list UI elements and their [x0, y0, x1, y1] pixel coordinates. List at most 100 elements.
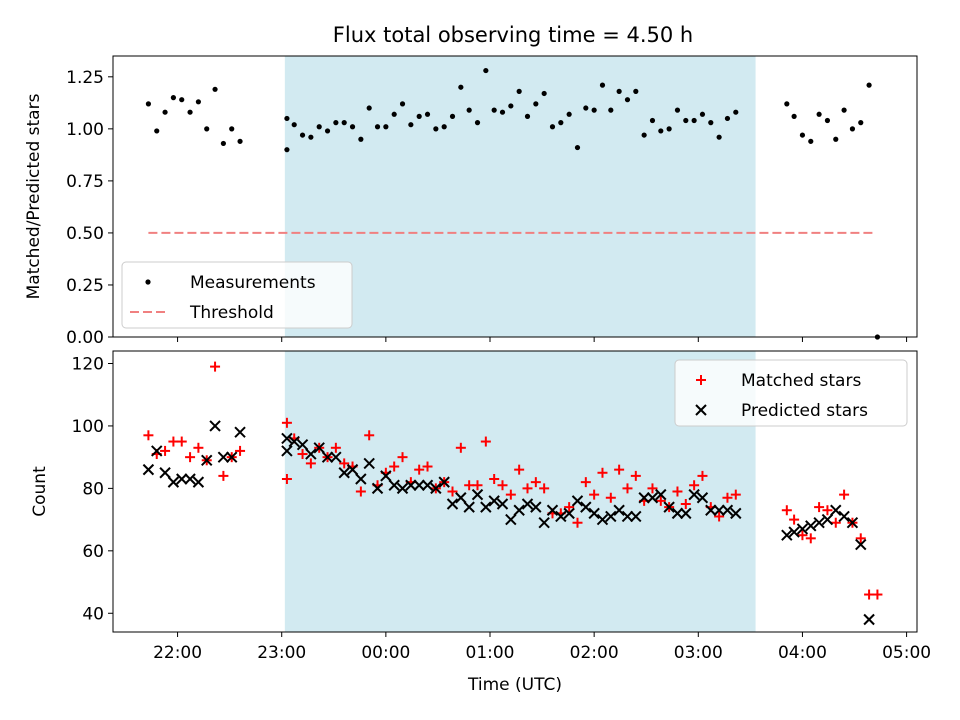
- x-b: [463, 501, 475, 513]
- matched-star-point: [218, 470, 229, 481]
- matched-star-point: [235, 445, 246, 456]
- x-b: [505, 513, 517, 526]
- bottom-axes-frame: [112, 350, 918, 633]
- predicted-star-point: [192, 476, 205, 488]
- measurement-point: [316, 124, 322, 130]
- x-b: [288, 435, 300, 448]
- matched-star-point: [497, 480, 508, 491]
- matched-star-point: [143, 430, 154, 441]
- measurement-point: [424, 111, 431, 117]
- predicted-star-point: [788, 526, 800, 538]
- measurement-point: [212, 86, 218, 92]
- x-b: [363, 457, 375, 470]
- predicted-star-point: [555, 510, 567, 523]
- predicted-star-point: [209, 420, 221, 432]
- matched-star-point: [210, 361, 221, 372]
- x-b: [438, 476, 450, 488]
- x-b: [201, 454, 213, 466]
- x-b: [281, 445, 293, 457]
- measurement-point: [733, 109, 739, 115]
- x-b: [305, 448, 317, 460]
- x-b: [846, 517, 859, 529]
- x-b: [167, 476, 180, 488]
- measurement-point: [458, 84, 464, 90]
- figure-title: Flux total observing time = 4.50 h: [333, 23, 693, 47]
- measurement-point: [333, 120, 339, 126]
- measurement-point: [179, 97, 185, 103]
- predicted-star-point: [505, 513, 517, 526]
- x-b: [159, 467, 171, 479]
- predicted-star-point: [530, 501, 542, 513]
- top-observing-span: [284, 56, 756, 337]
- matched-star-point: [605, 492, 616, 503]
- matched-star-point: [455, 442, 466, 453]
- matched-star-point: [689, 480, 700, 491]
- predicted-star-point: [330, 451, 342, 463]
- measurement-point: [849, 126, 856, 132]
- measurement-point: [524, 113, 531, 119]
- matched-star-point: [472, 480, 483, 491]
- top-legend: Measurements Threshold: [121, 261, 353, 329]
- matched-star-point: [697, 470, 708, 481]
- predicted-star-point: [438, 476, 450, 488]
- predicted-star-point: [496, 498, 509, 510]
- x-b: [371, 482, 384, 495]
- measurement-point: [508, 103, 514, 109]
- matched-star-point: [539, 483, 550, 494]
- top-ytick-label: 0.25: [66, 276, 104, 296]
- bottom-ytick-label: 100: [72, 417, 104, 437]
- measurement-point: [624, 97, 631, 103]
- x-b: [621, 510, 634, 523]
- x-b: [413, 479, 425, 491]
- measurement-point: [358, 136, 364, 142]
- measurement-point: [583, 105, 589, 111]
- bottom-legend: Matched stars Predicted stars: [674, 359, 908, 427]
- predicted-star-point: [588, 507, 600, 520]
- predicted-star-point: [151, 445, 163, 457]
- bottom-ytick-label: 60: [82, 542, 104, 562]
- x-b: [176, 473, 188, 485]
- x-b: [192, 476, 205, 488]
- predicted-star-point: [480, 501, 492, 513]
- predicted-star-point: [805, 520, 817, 532]
- x-b: [355, 473, 367, 485]
- measurement-point: [683, 117, 689, 124]
- predicted-star-point: [201, 454, 213, 466]
- predicted-star-point: [405, 479, 417, 491]
- x-b: [142, 463, 155, 476]
- predicted-star-point: [630, 510, 642, 523]
- x-b: [613, 504, 625, 516]
- matched-star-point: [839, 489, 850, 500]
- x-b: [855, 538, 867, 551]
- x-b: [630, 510, 642, 523]
- x-b: [396, 482, 409, 495]
- measurement-point: [433, 126, 439, 132]
- predicted-star-point: [680, 507, 692, 520]
- predicted-star-point: [226, 451, 238, 463]
- measurement-point: [599, 82, 606, 88]
- x-b: [234, 426, 246, 438]
- x-b: [513, 504, 525, 516]
- xtick-label: 23:00: [257, 643, 306, 663]
- predicted-star-point: [646, 492, 659, 504]
- matched-star-point: [422, 461, 433, 472]
- predicted-star-point: [488, 495, 500, 507]
- x-b: [480, 501, 492, 513]
- predicted-star-point: [580, 501, 592, 513]
- top-ytick-label: 0.00: [66, 328, 104, 348]
- xtick-label: 05:00: [882, 643, 931, 663]
- measurement-point: [724, 115, 731, 122]
- matched-star-point: [797, 530, 808, 541]
- predicted-star-point: [281, 445, 293, 457]
- measurement-point: [858, 120, 864, 126]
- top-panel: 0.00 0.25 0.50 0.75 1.00 1.25 Matched/Predicte…: [24, 55, 918, 348]
- matched-star-point: [647, 483, 658, 494]
- predicted-star-point: [281, 432, 293, 445]
- predicted-star-point: [363, 457, 375, 470]
- x-b: [496, 498, 509, 510]
- predicted-star-point: [796, 523, 809, 535]
- predicted-star-point: [830, 504, 842, 516]
- matched-star-point: [589, 489, 600, 500]
- legend-box: [121, 261, 353, 329]
- x-b: [863, 613, 875, 626]
